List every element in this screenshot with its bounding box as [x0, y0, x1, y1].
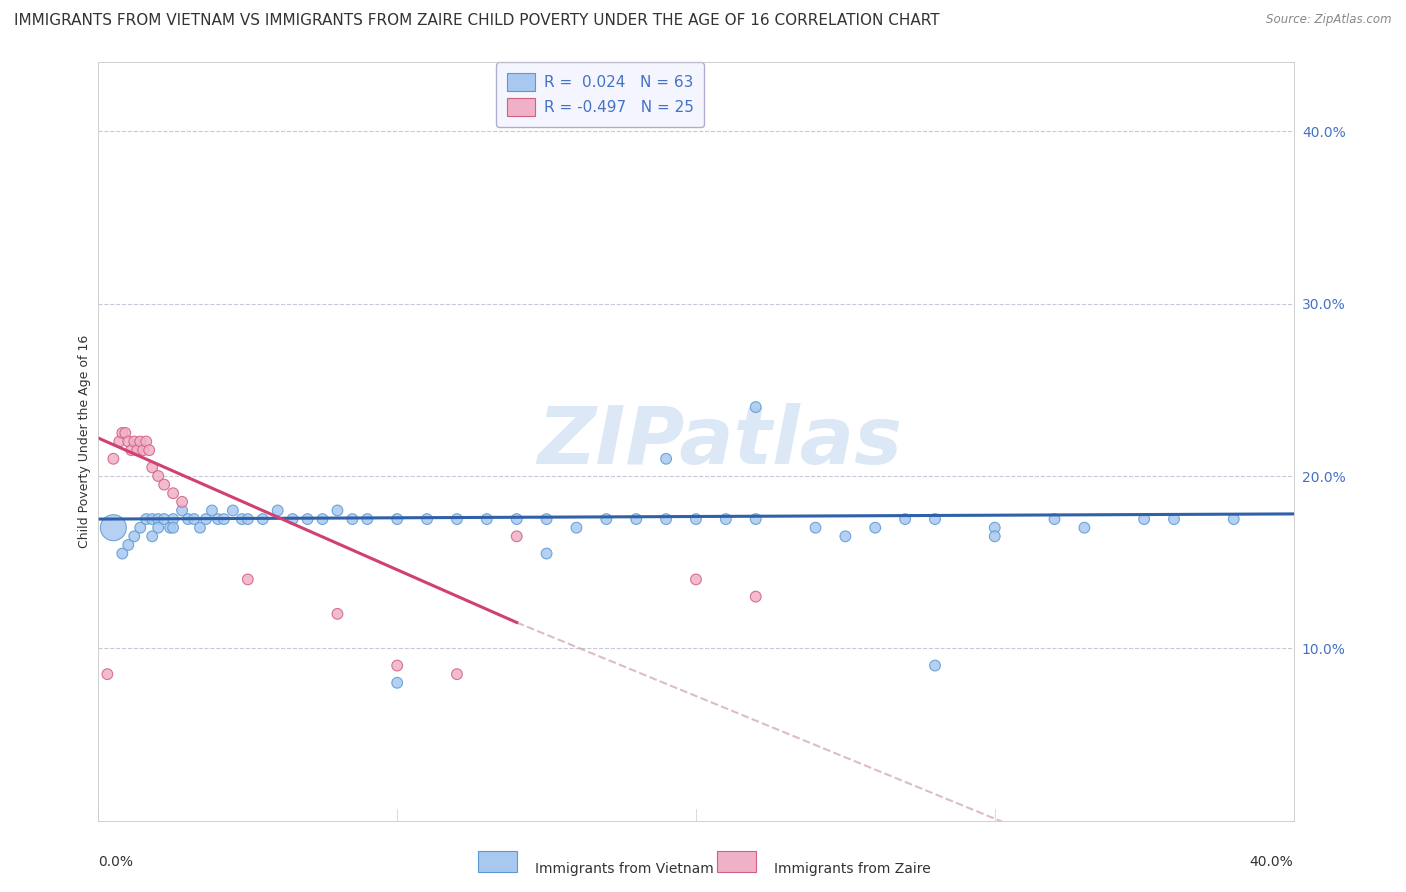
Point [1163, 512, 1185, 526]
Point [385, 512, 409, 526]
Point [162, 521, 184, 535]
Text: IMMIGRANTS FROM VIETNAM VS IMMIGRANTS FROM ZAIRE CHILD POVERTY UNDER THE AGE OF : IMMIGRANTS FROM VIETNAM VS IMMIGRANTS FR… [14, 13, 939, 29]
Point [124, 529, 146, 543]
Text: 40.0%: 40.0% [1250, 855, 1294, 869]
Point [745, 512, 768, 526]
Point [111, 547, 134, 561]
Point [188, 521, 211, 535]
Point [565, 521, 588, 535]
Point [148, 521, 170, 535]
Text: Immigrants from Zaire: Immigrants from Zaire [773, 863, 931, 876]
Point [1043, 512, 1066, 526]
Point [506, 529, 529, 543]
Point [124, 434, 146, 449]
Point [311, 512, 333, 526]
Point [714, 512, 737, 526]
Point [1133, 512, 1156, 526]
Point [865, 521, 887, 535]
Point [536, 547, 558, 561]
Legend: R =  0.024   N = 63, R = -0.497   N = 25: R = 0.024 N = 63, R = -0.497 N = 25 [496, 62, 704, 127]
Point [153, 512, 176, 526]
Point [207, 512, 229, 526]
Point [655, 451, 678, 466]
Point [685, 573, 707, 587]
Point [356, 512, 378, 526]
Point [626, 512, 648, 526]
Point [162, 486, 184, 500]
Point [984, 529, 1007, 543]
Point [172, 503, 194, 517]
Text: Immigrants from Vietnam: Immigrants from Vietnam [534, 863, 713, 876]
Point [129, 521, 152, 535]
Point [297, 512, 319, 526]
Point [135, 434, 157, 449]
Point [1073, 521, 1095, 535]
Y-axis label: Child Poverty Under the Age of 16: Child Poverty Under the Age of 16 [79, 334, 91, 549]
Point [117, 434, 139, 449]
Point [595, 512, 617, 526]
Point [114, 425, 136, 440]
Point [281, 512, 304, 526]
Point [127, 443, 149, 458]
Point [267, 503, 290, 517]
Point [141, 512, 163, 526]
Point [252, 512, 274, 526]
Text: ZIPatlas: ZIPatlas [537, 402, 903, 481]
Point [326, 607, 349, 621]
Point [138, 443, 160, 458]
Point [201, 503, 224, 517]
Point [236, 512, 259, 526]
Point [446, 512, 468, 526]
Point [745, 590, 768, 604]
Point [177, 512, 200, 526]
Point [195, 512, 218, 526]
Point [183, 512, 205, 526]
Point [222, 503, 245, 517]
Point [148, 512, 170, 526]
Point [834, 529, 856, 543]
Point [326, 503, 349, 517]
Point [745, 400, 768, 414]
Point [416, 512, 439, 526]
Point [231, 512, 253, 526]
Point [804, 521, 827, 535]
Point [685, 512, 707, 526]
Point [141, 529, 163, 543]
Point [475, 512, 498, 526]
Point [1223, 512, 1246, 526]
Point [162, 512, 184, 526]
Point [385, 675, 409, 690]
Point [111, 425, 134, 440]
Point [385, 658, 409, 673]
Point [212, 512, 235, 526]
Text: Source: ZipAtlas.com: Source: ZipAtlas.com [1267, 13, 1392, 27]
Point [132, 443, 155, 458]
Point [894, 512, 917, 526]
Point [536, 512, 558, 526]
Point [153, 477, 176, 491]
Point [342, 512, 364, 526]
Bar [717, 851, 756, 872]
Point [446, 667, 468, 681]
Point [924, 512, 946, 526]
Point [236, 573, 259, 587]
Point [159, 521, 181, 535]
Point [148, 469, 170, 483]
Point [120, 443, 142, 458]
Point [103, 451, 125, 466]
Bar [478, 851, 517, 872]
Point [103, 521, 125, 535]
Point [135, 512, 157, 526]
Point [96, 667, 118, 681]
Point [984, 521, 1007, 535]
Point [172, 495, 194, 509]
Point [108, 434, 131, 449]
Point [117, 538, 139, 552]
Point [129, 434, 152, 449]
Text: 0.0%: 0.0% [98, 855, 134, 869]
Point [506, 512, 529, 526]
Point [141, 460, 163, 475]
Point [924, 658, 946, 673]
Point [655, 512, 678, 526]
